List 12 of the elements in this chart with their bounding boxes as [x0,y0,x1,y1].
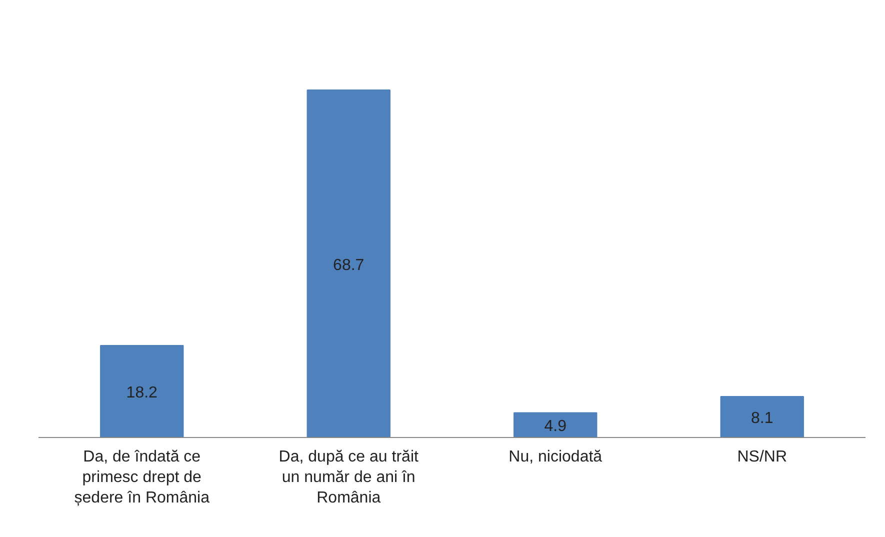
bar [720,396,804,438]
x-tick-label: Da, de îndată ce primesc drept de ședere în România [74,448,210,506]
data-label: 18.2 [126,384,158,402]
data-label: 4.9 [544,418,567,436]
data-label: 68.7 [333,256,364,274]
data-label: 8.1 [751,410,774,428]
x-tick-label: NS/NR [737,448,788,466]
bar [514,412,598,438]
bar [100,344,184,438]
bar [306,90,390,438]
x-tick-label: Nu, niciodată [508,448,602,466]
x-tick-label: Da, după ce au trăit un număr de ani în România [278,448,419,506]
